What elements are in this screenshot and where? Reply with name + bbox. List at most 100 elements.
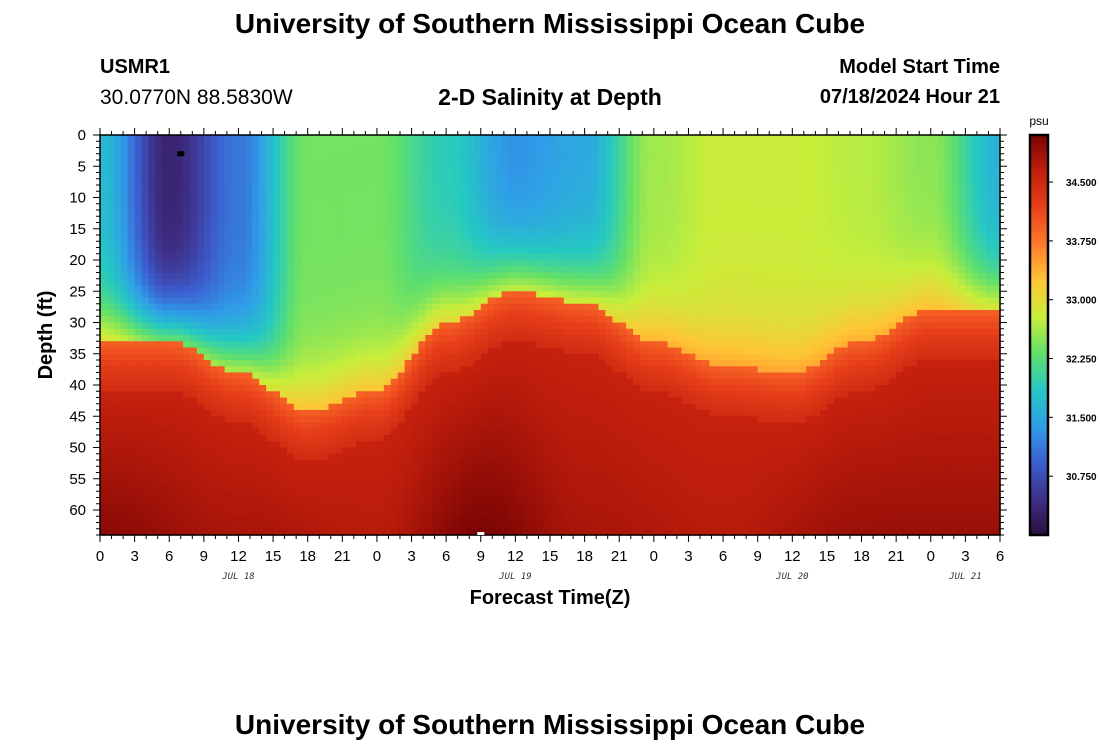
heatmap-cell [293, 260, 302, 267]
heatmap-cell [259, 416, 267, 424]
heatmap-cell [134, 185, 143, 192]
heatmap-cell [570, 435, 579, 442]
heatmap-cell [190, 172, 198, 180]
heatmap-cell [418, 466, 426, 474]
heatmap-cell [286, 185, 295, 192]
heatmap-cell [480, 291, 489, 299]
heatmap-cell [141, 185, 150, 192]
heatmap-cell [120, 466, 129, 474]
heatmap-cell [155, 147, 163, 155]
heatmap-cell [266, 222, 274, 230]
heatmap-cell [626, 197, 634, 205]
heatmap-cell [183, 416, 191, 424]
heatmap-cell [536, 147, 544, 155]
heatmap-cell [577, 516, 586, 524]
heatmap-cell [245, 322, 253, 330]
heatmap-cell [231, 435, 240, 442]
heatmap-cell [397, 291, 406, 299]
heatmap-cell [466, 522, 475, 530]
heatmap-cell [356, 228, 364, 236]
heatmap-cell [536, 172, 544, 180]
heatmap-cell [210, 222, 219, 230]
heatmap-cell [556, 297, 565, 305]
heatmap-cell [266, 353, 274, 361]
heatmap-cell [556, 422, 565, 430]
heatmap-cell [148, 397, 156, 405]
heatmap-cell [626, 328, 634, 336]
heatmap-cell [626, 210, 634, 217]
heatmap-cell [252, 428, 260, 436]
heatmap-cell [162, 160, 170, 167]
heatmap-cell [515, 410, 523, 417]
heatmap-cell [473, 197, 482, 205]
heatmap-cell [190, 316, 198, 324]
heatmap-cell [383, 360, 392, 367]
heatmap-cell [536, 503, 544, 511]
heatmap-cell [390, 453, 399, 461]
heatmap-cell [252, 135, 260, 142]
heatmap-cell [231, 235, 240, 242]
heatmap-cell [342, 416, 350, 424]
heatmap-cell [383, 135, 392, 142]
heatmap-cell [432, 447, 440, 455]
heatmap-cell [293, 435, 302, 442]
heatmap-cell [370, 141, 378, 149]
heatmap-cell [224, 272, 233, 280]
heatmap-cell [584, 403, 593, 411]
heatmap-cell [487, 397, 496, 405]
heatmap-cell [155, 503, 163, 511]
heatmap-cell [169, 197, 177, 205]
heatmap-cell [536, 460, 544, 467]
heatmap-cell [466, 428, 475, 436]
heatmap-cell [349, 460, 357, 467]
heatmap-cell [120, 391, 129, 399]
heatmap-cell [217, 297, 226, 305]
heatmap-cell [411, 160, 420, 167]
heatmap-cell [169, 285, 177, 292]
heatmap-cell [487, 203, 496, 211]
heatmap-cell [612, 235, 620, 242]
heatmap-cell [120, 447, 129, 455]
heatmap-cell [127, 497, 136, 505]
heatmap-cell [148, 366, 156, 374]
heatmap-cell [411, 516, 420, 524]
heatmap-cell [238, 422, 246, 430]
heatmap-cell [231, 210, 240, 217]
heatmap-cell [626, 178, 634, 186]
heatmap-cell [473, 397, 482, 405]
heatmap-cell [224, 503, 233, 511]
heatmap-cell [522, 166, 530, 174]
heatmap-cell [439, 466, 447, 474]
heatmap-cell [633, 366, 641, 374]
heatmap-cell [300, 310, 309, 317]
heatmap-cell [612, 341, 620, 349]
heatmap-cell [238, 410, 246, 417]
heatmap-cell [231, 497, 240, 505]
heatmap-cell [252, 228, 260, 236]
heatmap-cell [169, 341, 177, 349]
heatmap-cell [591, 278, 600, 286]
heatmap-cell [280, 472, 288, 480]
heatmap-cell [349, 147, 357, 155]
heatmap-cell [176, 235, 184, 242]
heatmap-cell [376, 322, 385, 330]
heatmap-cell [148, 403, 156, 411]
heatmap-cell [363, 478, 371, 486]
heatmap-cell [563, 303, 572, 311]
heatmap-cell [626, 453, 634, 461]
heatmap-cell [293, 160, 302, 167]
heatmap-cell [127, 291, 136, 299]
heatmap-cell [370, 522, 378, 530]
heatmap-cell [321, 428, 330, 436]
heatmap-cell [328, 291, 336, 299]
heatmap-cell [453, 341, 461, 349]
heatmap-cell [501, 297, 510, 305]
heatmap-cell [487, 153, 496, 161]
heatmap-cell [376, 328, 385, 336]
heatmap-cell [100, 172, 108, 180]
heatmap-cell [363, 247, 371, 255]
heatmap-cell [370, 347, 378, 355]
heatmap-cell [584, 241, 593, 249]
heatmap-cell [550, 303, 558, 311]
heatmap-cell [273, 141, 281, 149]
